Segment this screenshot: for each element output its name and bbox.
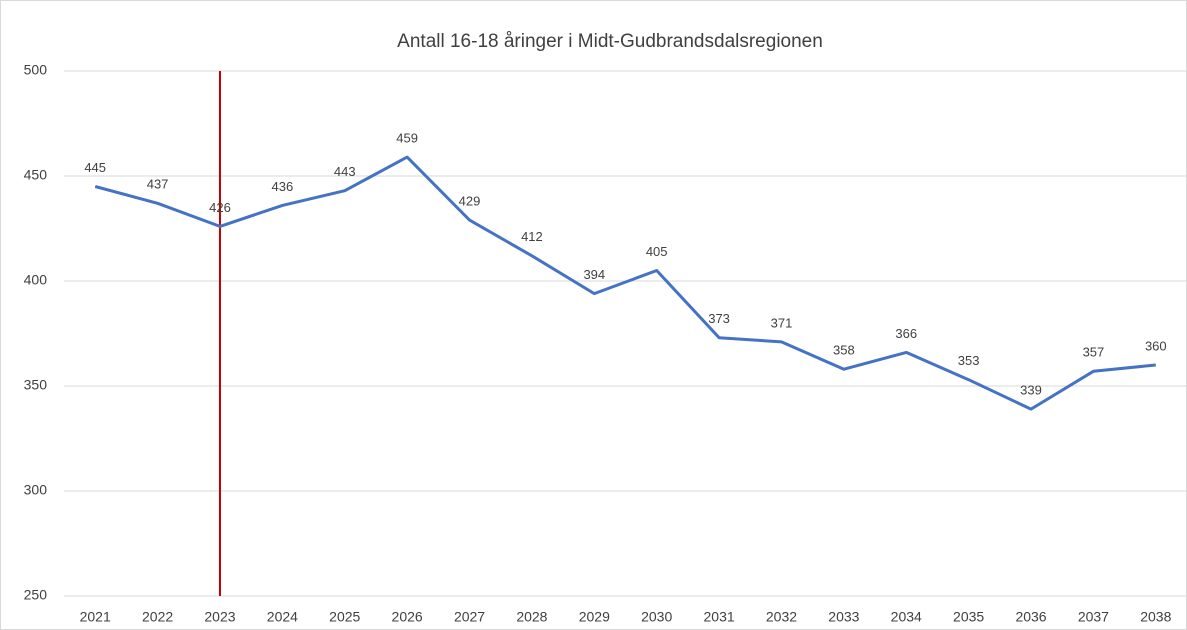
x-tick-label: 2030 — [641, 609, 672, 625]
y-tick-label: 500 — [24, 62, 48, 78]
data-label: 429 — [459, 194, 481, 209]
x-tick-label: 2034 — [891, 609, 922, 625]
x-tick-label: 2035 — [953, 609, 984, 625]
data-label: 360 — [1145, 338, 1167, 353]
x-tick-label: 2036 — [1015, 609, 1046, 625]
x-tick-label: 2025 — [329, 609, 360, 625]
chart-title: Antall 16-18 åringer i Midt-Gudbrandsdal… — [397, 31, 823, 52]
data-label: 353 — [958, 353, 980, 368]
data-label: 443 — [334, 164, 356, 179]
x-tick-label: 2026 — [392, 609, 423, 625]
data-label: 405 — [646, 244, 668, 259]
x-tick-label: 2024 — [267, 609, 298, 625]
x-tick-label: 2027 — [454, 609, 485, 625]
x-tick-label: 2032 — [766, 609, 797, 625]
data-label: 373 — [708, 311, 730, 326]
data-label: 437 — [147, 177, 169, 192]
x-tick-label: 2021 — [80, 609, 111, 625]
data-label: 358 — [833, 343, 855, 358]
x-tick-label: 2022 — [142, 609, 173, 625]
data-label: 445 — [84, 160, 106, 175]
y-tick-label: 300 — [24, 482, 48, 498]
x-tick-label: 2038 — [1140, 609, 1171, 625]
x-tick-label: 2029 — [579, 609, 610, 625]
line-series — [94, 155, 1156, 411]
data-label: 394 — [583, 267, 605, 282]
x-tick-label: 2028 — [516, 609, 547, 625]
y-tick-label: 350 — [24, 377, 48, 393]
data-label: 339 — [1020, 383, 1042, 398]
y-tick-label: 450 — [24, 167, 48, 183]
data-label: 426 — [209, 200, 231, 215]
data-label: 366 — [895, 326, 917, 341]
x-tick-label: 2023 — [204, 609, 235, 625]
y-tick-label: 400 — [24, 272, 48, 288]
data-label: 357 — [1083, 345, 1105, 360]
data-label: 436 — [272, 179, 294, 194]
data-label: 459 — [396, 131, 418, 146]
x-tick-label: 2037 — [1078, 609, 1109, 625]
y-tick-label: 250 — [24, 587, 48, 603]
data-label: 412 — [521, 229, 543, 244]
x-tick-label: 2033 — [828, 609, 859, 625]
data-label: 371 — [771, 315, 793, 330]
x-tick-label: 2031 — [704, 609, 735, 625]
